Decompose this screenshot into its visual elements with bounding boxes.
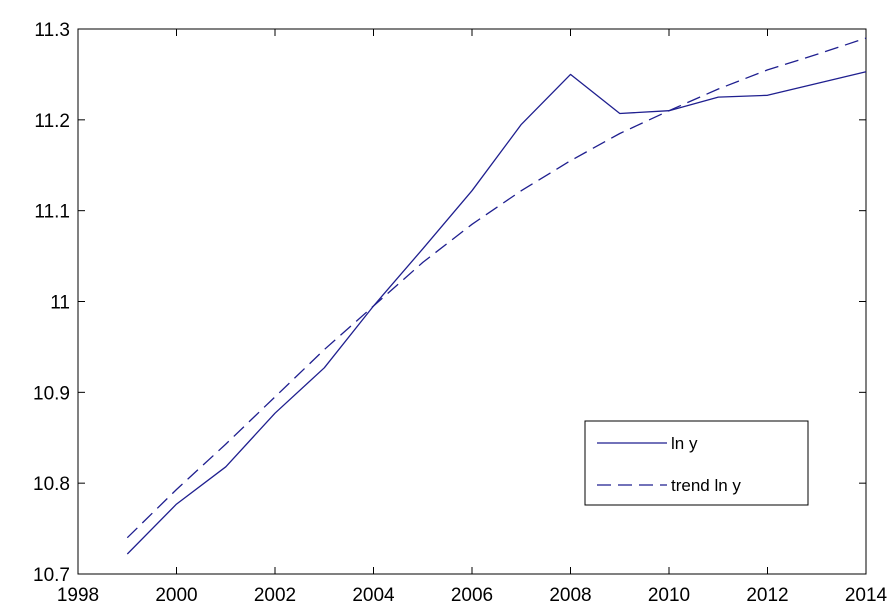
- x-tick-label: 2006: [451, 585, 493, 606]
- ln-y-line-series: [126, 71, 867, 555]
- x-tick-label: 2004: [352, 585, 395, 606]
- x-tick-label: 2008: [549, 585, 591, 606]
- x-tick-label: 2010: [648, 585, 690, 606]
- x-tick-label: 2002: [254, 585, 296, 606]
- y-tick-label: 10.8: [33, 474, 70, 495]
- x-tick-label: 2000: [155, 585, 197, 606]
- legend-label: ln y: [671, 434, 698, 453]
- axis-ticks: [77, 28, 867, 575]
- x-tick-label: 2014: [845, 585, 888, 606]
- legend-label: trend ln y: [671, 476, 741, 495]
- series-layer: [126, 37, 867, 555]
- axis-tick-labels: 1998 2000 2002 2004 2006 2008 2010 2012 2014 10.7…: [33, 20, 888, 606]
- y-tick-label: 10.7: [33, 565, 70, 586]
- y-tick-label: 11.2: [34, 111, 70, 132]
- legend: ln y trend ln y: [584, 420, 809, 506]
- trend-line-series: [126, 37, 867, 539]
- y-tick-label: 10.9: [33, 383, 70, 404]
- legend-box: [584, 420, 809, 506]
- x-tick-label: 2012: [746, 585, 788, 606]
- x-tick-label: 1998: [57, 585, 99, 606]
- y-tick-label: 11.3: [34, 20, 70, 41]
- y-tick-label: 11.1: [34, 202, 70, 223]
- y-tick-label: 11: [50, 293, 70, 314]
